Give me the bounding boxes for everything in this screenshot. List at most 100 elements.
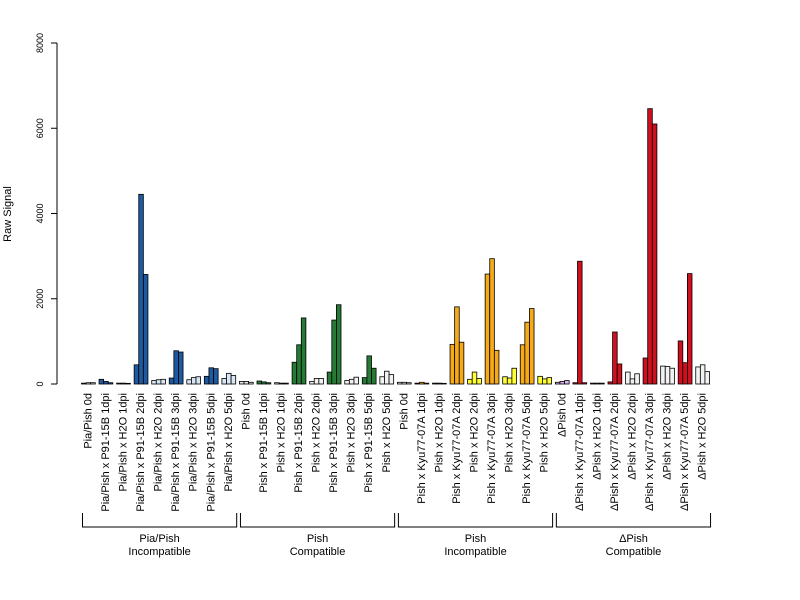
bar [436,382,443,385]
bar [361,377,368,385]
bar [81,382,87,385]
bar [261,381,267,385]
category-label: ΔPish x Kyu77-07A 5dpi [679,393,691,511]
bar [607,381,613,385]
bar [629,378,636,385]
bar [493,349,500,385]
bar [524,321,530,385]
category-label: Pish x P91-15B 3dpi [328,393,340,493]
category-label: Pia/Pish x P91-15B 1dpi [100,393,112,512]
bar [695,366,701,385]
bar [647,108,653,385]
bar [458,341,465,385]
bar [120,382,127,385]
bar [669,367,675,385]
bar [230,375,237,385]
bar [366,355,372,385]
y-axis: 0 2000 4000 6000 8000 [35,33,58,387]
bar [577,260,583,385]
bar [213,368,219,385]
category-label: Pish x H2O 2dpi [311,393,323,472]
group-label: Pish [307,533,328,545]
bar [642,357,649,385]
group-sublabel: Incompatible [128,546,190,558]
category-label: Pish x H2O 5dpi [539,393,551,472]
bar [660,365,666,385]
bar [331,319,337,385]
bar [449,343,456,385]
bar [414,382,420,385]
bar [616,363,623,385]
bar [344,380,350,385]
bar [699,364,706,385]
category-label: Pish x H2O 2dpi [469,393,481,472]
bar [283,382,289,385]
bar [612,331,618,385]
category-label: Pish 0d [240,393,252,430]
bars-layer [81,108,710,385]
group-bracket [555,513,712,528]
bar [511,367,517,385]
bar [151,380,157,385]
category-label: ΔPish x H2O 5dpi [697,393,709,480]
bar [625,371,631,385]
bar [564,380,570,385]
bar [537,375,543,385]
bar [353,376,359,385]
bar [554,381,561,385]
bar [401,381,407,385]
bar [326,371,333,385]
bar [278,382,285,385]
bar [572,382,578,385]
category-label: Pia/Pish x H2O 3dpi [188,393,200,491]
bar [502,376,508,385]
group-label: ΔPish [619,533,648,545]
bar [116,382,122,385]
bar [489,258,495,385]
bar [432,382,438,385]
bar [85,382,92,385]
bar [476,378,482,385]
category-label: ΔPish 0d [556,393,568,437]
bar [248,381,254,385]
y-tick-label: 0 [35,381,45,386]
bar [484,273,491,385]
category-label: Pish x H2O 3dpi [346,393,358,472]
group-label: Pia/Pish [139,533,179,545]
bar [594,382,601,385]
bar [221,378,227,385]
bar [243,381,250,385]
bar [133,364,140,385]
category-label: Pia/Pish x P91-15B 2dpi [135,393,147,512]
bar [559,381,565,385]
bar [348,378,355,385]
bar [256,380,262,385]
bar [203,375,210,385]
bar [142,274,149,385]
category-label: ΔPish x Kyu77-07A 2dpi [609,393,621,511]
category-label: ΔPish x H2O 2dpi [626,393,638,480]
category-label: Pish x Kyu77-07A 1dpi [416,393,428,504]
group-sublabel: Incompatible [444,546,506,558]
group-bracket [239,513,396,528]
bar [371,367,377,385]
bar [274,382,280,385]
category-label: Pish x H2O 3dpi [504,393,516,472]
category-label: Pia/Pish 0d [82,393,94,449]
group-brackets: Pia/PishIncompatiblePishCompatiblePishIn… [82,513,712,558]
y-tick-label: 2000 [35,289,45,309]
y-tick-label: 8000 [35,33,45,53]
category-label: Pia/Pish x H2O 2dpi [153,393,165,491]
bar [190,377,197,385]
bar [226,372,232,385]
bar [599,382,605,385]
bar [265,382,272,385]
bar [396,381,403,385]
bar [704,371,710,385]
group-bracket [82,513,238,528]
bar [682,362,688,385]
bar [313,378,320,385]
bar [651,123,658,385]
bar [178,351,184,385]
